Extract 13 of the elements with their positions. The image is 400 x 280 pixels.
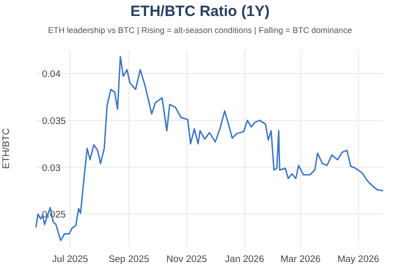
x-tick-label: May 2026 — [337, 254, 380, 265]
chart-title: ETH/BTC Ratio (1Y) — [130, 3, 270, 20]
x-tick-label: Sep 2025 — [108, 254, 150, 265]
y-tick-label: 0.035 — [42, 116, 66, 127]
x-tick-label: Nov 2025 — [166, 254, 208, 265]
x-tick-label: Jan 2026 — [225, 254, 264, 265]
x-tick-label: Mar 2026 — [280, 254, 321, 265]
x-tick-label: Jul 2025 — [52, 254, 88, 265]
line-series — [35, 56, 384, 242]
y-tick-label: 0.03 — [42, 162, 60, 174]
y-axis-title: ETH/BTC — [1, 128, 12, 169]
chart-subtitle: ETH leadership vs BTC | Rising = alt-season conditions | Falling = BTC dominance — [48, 25, 352, 35]
y-tick-label: 0.04 — [42, 68, 60, 80]
